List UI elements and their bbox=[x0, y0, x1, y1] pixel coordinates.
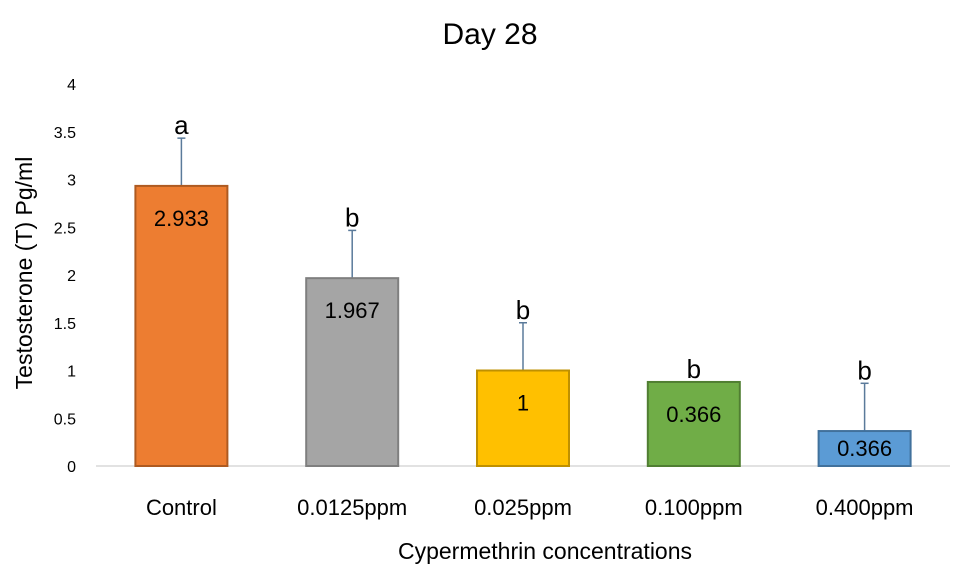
y-axis-label: Testosterone (T) Pg/ml bbox=[11, 157, 37, 390]
chart-title: Day 28 bbox=[442, 18, 537, 51]
significance-letter: b bbox=[857, 355, 871, 385]
x-tick-label: 0.400ppm bbox=[816, 495, 914, 520]
bar-0-025ppm bbox=[476, 369, 570, 467]
significance-letter: a bbox=[174, 110, 189, 140]
x-axis-label: Cypermethrin concentrations bbox=[398, 538, 692, 564]
significance-letter: b bbox=[516, 295, 530, 325]
x-tick-label: 0.025ppm bbox=[474, 495, 572, 520]
x-axis-ticks: Control 0.0125ppm 0.025ppm 0.100ppm 0.400ppm bbox=[146, 495, 914, 520]
x-tick-label: 0.0125ppm bbox=[297, 495, 407, 520]
y-tick-label: 2.5 bbox=[54, 220, 76, 237]
y-tick-label: 0 bbox=[67, 459, 76, 476]
y-tick-label: 0.5 bbox=[54, 411, 76, 428]
significance-letter: b bbox=[345, 202, 359, 232]
data-label: 1.967 bbox=[325, 298, 380, 323]
bars: 2.933 a 1.967 b 1 b 0.366 b 0.366 b bbox=[134, 110, 912, 467]
y-tick-label: 3.5 bbox=[54, 125, 76, 142]
significance-letter: b bbox=[687, 354, 701, 384]
y-tick-label: 4 bbox=[67, 77, 76, 94]
data-label: 2.933 bbox=[154, 206, 209, 231]
bar-0-400ppm bbox=[817, 430, 912, 467]
y-tick-label: 1 bbox=[67, 364, 76, 381]
bar-0-0125ppm bbox=[305, 277, 400, 467]
data-label: 1 bbox=[517, 391, 529, 416]
data-label: 0.366 bbox=[837, 436, 892, 461]
y-tick-label: 3 bbox=[67, 173, 76, 190]
bar-control bbox=[134, 184, 229, 467]
x-tick-label: 0.100ppm bbox=[645, 495, 743, 520]
y-axis-ticks: 0 0.5 1 1.5 2 2.5 3 3.5 4 bbox=[54, 77, 76, 476]
y-tick-label: 1.5 bbox=[54, 316, 76, 333]
y-tick-label: 2 bbox=[67, 268, 76, 285]
bar-0-100ppm bbox=[646, 380, 741, 467]
x-tick-label: Control bbox=[146, 495, 217, 520]
data-label: 0.366 bbox=[666, 402, 721, 427]
